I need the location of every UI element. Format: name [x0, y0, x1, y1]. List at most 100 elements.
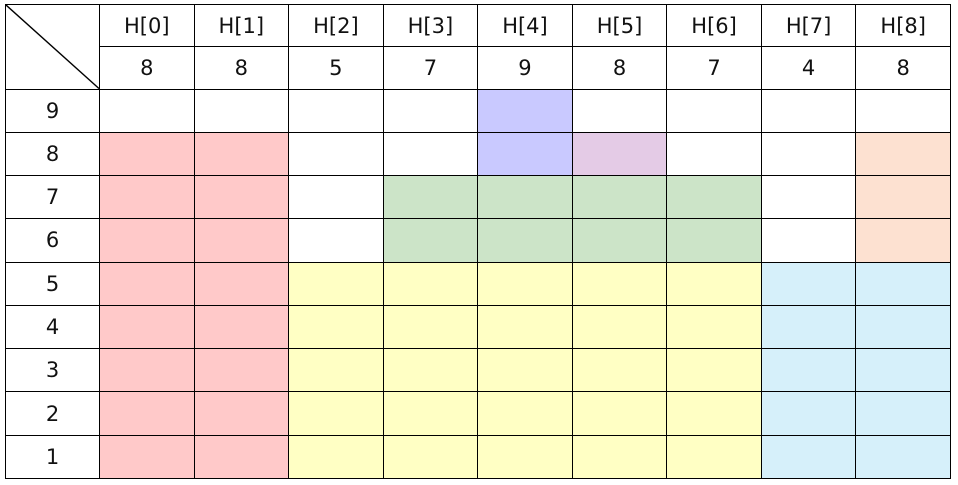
row-label: 1	[5, 434, 100, 480]
filled-cell	[477, 391, 573, 436]
column-header: H[7]	[760, 3, 857, 48]
empty-cell	[288, 88, 384, 133]
filled-cell	[571, 304, 668, 350]
row-label: 6	[5, 218, 100, 263]
row-label: 5	[5, 261, 100, 306]
filled-cell	[571, 391, 668, 436]
empty-cell	[193, 88, 290, 133]
filled-cell	[477, 131, 573, 177]
diagonal-line	[6, 5, 99, 89]
column-header: H[5]	[571, 3, 668, 48]
header-row: H[0] H[1] H[2] H[3] H[4] H[5] H[6] H[7] …	[5, 3, 951, 90]
filled-cell	[855, 348, 951, 393]
empty-cell	[382, 88, 479, 133]
filled-cell	[477, 261, 573, 306]
empty-cell	[760, 218, 857, 263]
grid-row: 6	[5, 218, 951, 263]
filled-cell	[382, 175, 479, 220]
filled-cell	[477, 348, 573, 393]
filled-cell	[193, 261, 290, 306]
column-height: 8	[571, 46, 668, 90]
filled-cell	[855, 218, 951, 263]
filled-cell	[855, 131, 951, 177]
filled-cell	[760, 304, 857, 350]
filled-cell	[288, 348, 384, 393]
empty-cell	[760, 175, 857, 220]
filled-cell	[193, 348, 290, 393]
column-height: 4	[760, 46, 857, 90]
filled-cell	[571, 348, 668, 393]
filled-cell	[99, 304, 195, 350]
filled-cell	[477, 304, 573, 350]
column-height: 8	[99, 46, 195, 90]
filled-cell	[666, 175, 762, 220]
filled-cell	[855, 175, 951, 220]
filled-cell	[99, 434, 195, 480]
filled-cell	[477, 218, 573, 263]
filled-cell	[571, 261, 668, 306]
filled-cell	[99, 131, 195, 177]
filled-cell	[288, 391, 384, 436]
column-header: H[6]	[666, 3, 762, 48]
grid-row: 2	[5, 391, 951, 436]
empty-cell	[666, 131, 762, 177]
histogram-grid: H[0] H[1] H[2] H[3] H[4] H[5] H[6] H[7] …	[5, 3, 951, 480]
filled-cell	[760, 391, 857, 436]
filled-cell	[666, 348, 762, 393]
filled-cell	[193, 434, 290, 480]
grid-row: 4	[5, 304, 951, 350]
filled-cell	[193, 131, 290, 177]
filled-cell	[382, 261, 479, 306]
filled-cell	[288, 304, 384, 350]
column-height: 7	[666, 46, 762, 90]
filled-cell	[193, 218, 290, 263]
filled-cell	[666, 304, 762, 350]
row-label: 2	[5, 391, 100, 436]
filled-cell	[99, 391, 195, 436]
grid-row: 7	[5, 175, 951, 220]
filled-cell	[193, 391, 290, 436]
column-header: H[0]	[99, 3, 195, 48]
filled-cell	[760, 348, 857, 393]
column-header: H[3]	[382, 3, 479, 48]
filled-cell	[666, 218, 762, 263]
empty-cell	[99, 88, 195, 133]
grid-row: 9	[5, 88, 951, 133]
filled-cell	[666, 391, 762, 436]
empty-cell	[288, 131, 384, 177]
filled-cell	[99, 261, 195, 306]
filled-cell	[382, 304, 479, 350]
column-header: H[2]	[288, 3, 384, 48]
filled-cell	[99, 348, 195, 393]
filled-cell	[99, 218, 195, 263]
empty-cell	[571, 88, 668, 133]
empty-cell	[760, 88, 857, 133]
empty-cell	[760, 131, 857, 177]
row-label: 4	[5, 304, 100, 350]
filled-cell	[382, 348, 479, 393]
column-height: 7	[382, 46, 479, 90]
empty-cell	[666, 88, 762, 133]
filled-cell	[666, 261, 762, 306]
height-row: 8 8 5 7 9 8 7 4 8	[6, 46, 951, 90]
row-label: 8	[5, 131, 100, 177]
filled-cell	[855, 391, 951, 436]
filled-cell	[477, 434, 573, 480]
filled-cell	[477, 175, 573, 220]
empty-cell	[855, 88, 951, 133]
row-label: 9	[5, 88, 100, 133]
filled-cell	[855, 434, 951, 480]
grid-row: 8	[5, 131, 951, 177]
filled-cell	[288, 434, 384, 480]
filled-cell	[193, 304, 290, 350]
filled-cell	[760, 434, 857, 480]
filled-cell	[571, 131, 668, 177]
filled-cell	[288, 261, 384, 306]
filled-cell	[760, 261, 857, 306]
row-label: 7	[5, 175, 100, 220]
filled-cell	[382, 434, 479, 480]
empty-cell	[382, 131, 479, 177]
column-height: 5	[288, 46, 384, 90]
column-header: H[1]	[193, 3, 290, 48]
row-label: 3	[5, 348, 100, 393]
